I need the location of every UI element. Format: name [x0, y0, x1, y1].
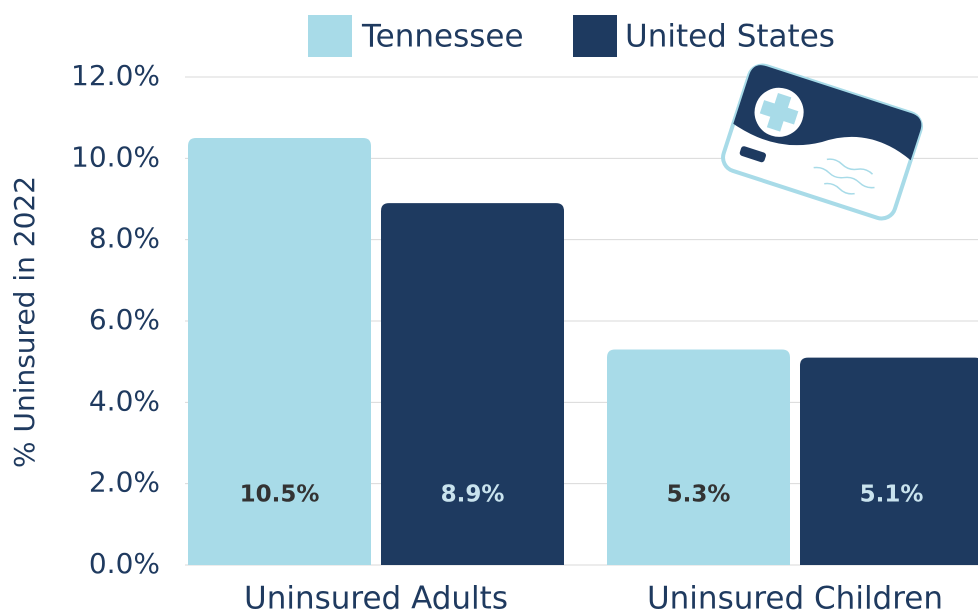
y-tick-label: 0.0% — [89, 547, 160, 580]
y-tick-label: 10.0% — [71, 140, 160, 173]
y-tick-label: 2.0% — [89, 466, 160, 499]
legend-label: United States — [625, 19, 835, 55]
data-label: 5.1% — [860, 482, 924, 508]
bar — [800, 357, 978, 565]
legend-label: Tennessee — [361, 19, 524, 55]
data-label: 8.9% — [441, 482, 505, 508]
bar — [381, 203, 564, 566]
data-label: 5.3% — [667, 482, 731, 508]
legend-swatch — [573, 15, 617, 57]
y-tick-label: 12.0% — [71, 59, 160, 92]
x-tick-label: Uninsured Children — [647, 581, 943, 616]
y-tick-label: 8.0% — [89, 222, 160, 255]
x-tick-label: Uninsured Adults — [244, 581, 508, 616]
y-axis-title: % Uninsured in 2022 — [8, 176, 41, 468]
insurance-card-icon — [721, 63, 923, 221]
legend-swatch — [308, 15, 352, 57]
data-label: 10.5% — [240, 482, 320, 508]
y-tick-label: 4.0% — [89, 384, 160, 417]
bar — [188, 138, 371, 565]
bar — [607, 349, 790, 565]
y-tick-label: 6.0% — [89, 303, 160, 336]
